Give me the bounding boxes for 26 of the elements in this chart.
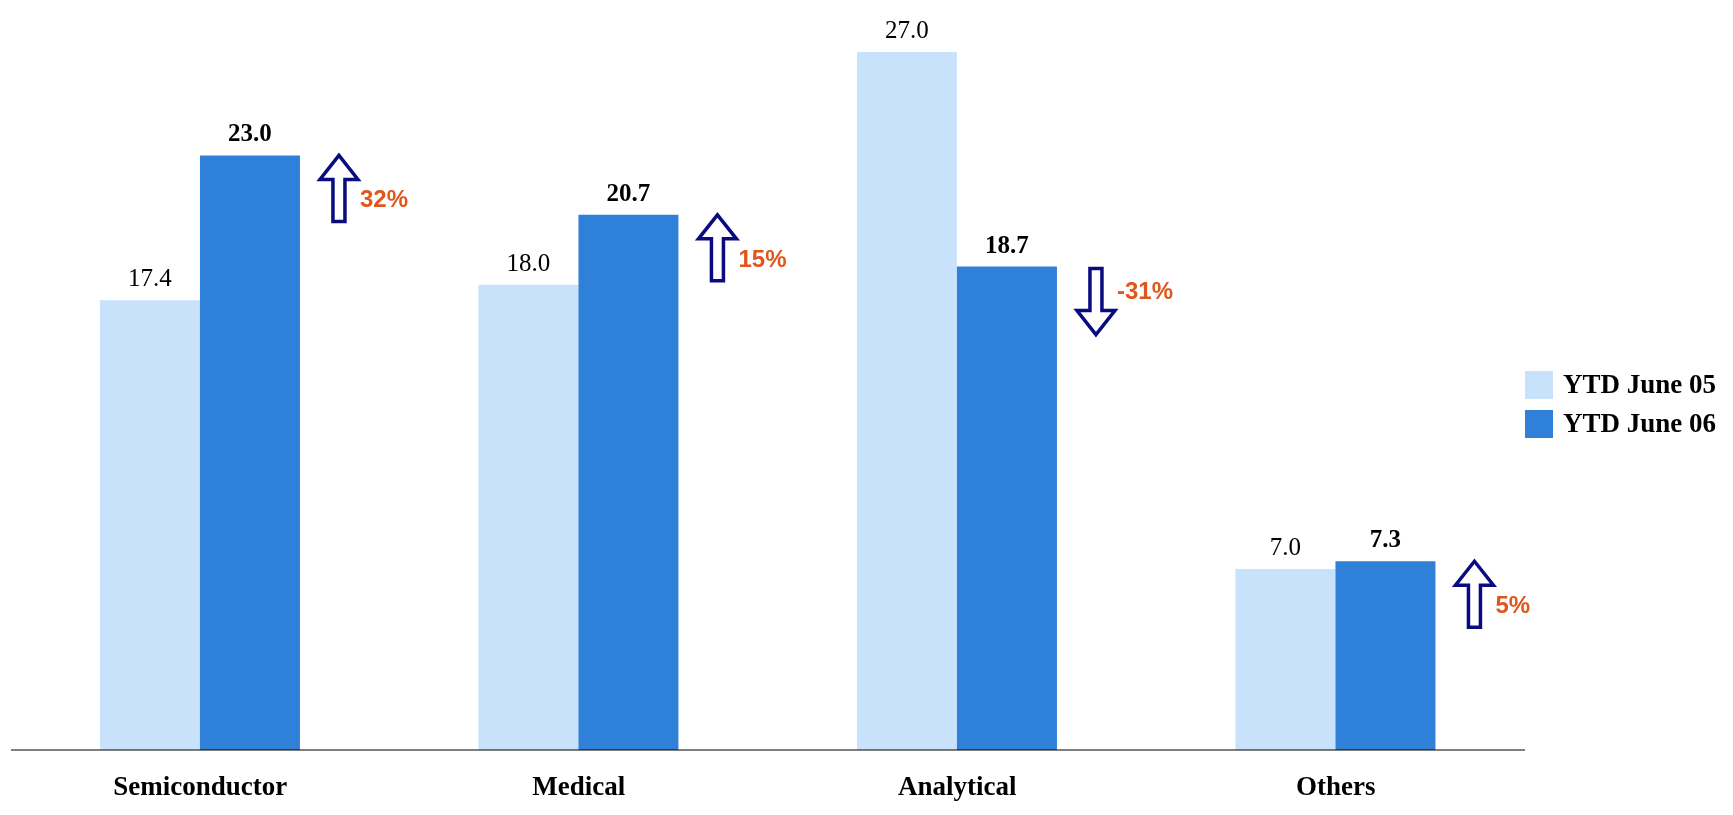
- bar: [856, 52, 957, 750]
- data-label: 17.4: [128, 264, 173, 292]
- data-label: 27.0: [885, 16, 929, 43]
- legend-label: YTD June 06: [1563, 408, 1717, 439]
- bar: [1335, 561, 1436, 750]
- bar: [99, 300, 200, 750]
- x-tick-label: Semiconductor: [113, 771, 288, 802]
- data-label: 23.0: [228, 119, 272, 147]
- x-tick-label: Others: [1296, 771, 1376, 802]
- bar: [1235, 569, 1336, 750]
- data-label: 18.7: [985, 230, 1029, 258]
- bar: [478, 284, 579, 750]
- x-tick-label: Medical: [532, 771, 626, 802]
- x-tick-label: Analytical: [898, 771, 1017, 802]
- legend-label: YTD June 05: [1563, 369, 1717, 400]
- annotation: -31%: [1116, 276, 1173, 304]
- bar: [956, 266, 1057, 750]
- annotation: 5%: [1495, 591, 1531, 619]
- annotation: 15%: [738, 244, 787, 272]
- annotation: 32%: [359, 185, 408, 213]
- data-label: 20.7: [606, 178, 651, 206]
- bar: [199, 155, 300, 750]
- data-label: 7.0: [1269, 533, 1302, 561]
- data-label: 7.3: [1369, 525, 1402, 553]
- data-label: 18.0: [506, 248, 551, 276]
- bar: [578, 214, 679, 750]
